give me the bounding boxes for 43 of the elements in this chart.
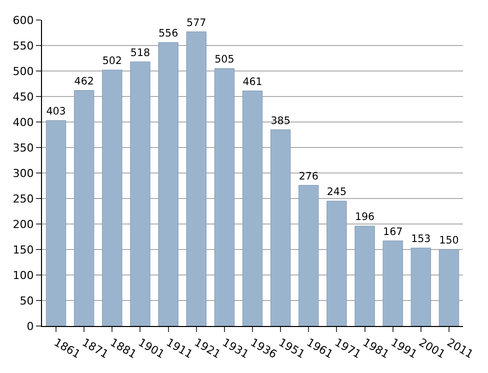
data-label: 556 <box>158 28 178 40</box>
y-tick-label: 300 <box>12 166 34 180</box>
bar <box>354 226 375 326</box>
data-label: 505 <box>214 54 234 66</box>
data-label: 153 <box>411 233 431 246</box>
data-label: 167 <box>383 226 403 238</box>
bar <box>410 248 431 326</box>
y-tick-label: 150 <box>12 243 34 256</box>
y-tick-label: 500 <box>12 64 34 78</box>
data-label: 502 <box>102 55 122 68</box>
bar <box>130 62 150 326</box>
data-label: 577 <box>186 16 206 29</box>
data-label: 462 <box>74 76 94 88</box>
bar <box>298 184 319 326</box>
bar <box>382 240 403 326</box>
bar <box>242 90 263 326</box>
data-label: 518 <box>130 47 150 60</box>
y-tick-label: 250 <box>12 192 34 206</box>
bar <box>102 70 122 326</box>
y-tick-label: 550 <box>12 39 34 52</box>
y-tick-label: 450 <box>12 90 34 104</box>
y-tick-label: 200 <box>12 218 34 231</box>
bar <box>158 42 178 326</box>
data-label: 276 <box>298 170 318 182</box>
data-label: 385 <box>270 114 290 127</box>
data-label: 245 <box>326 186 347 198</box>
bar <box>438 249 460 326</box>
data-label: 150 <box>439 234 459 247</box>
data-label: 196 <box>354 211 375 224</box>
bar <box>74 90 94 326</box>
y-tick-label: 0 <box>26 320 34 333</box>
y-tick-label: 100 <box>12 268 34 282</box>
data-label: 403 <box>46 106 66 118</box>
bar <box>46 120 66 326</box>
data-label: 461 <box>242 76 262 88</box>
y-tick-label: 350 <box>12 141 34 154</box>
bar <box>186 31 206 326</box>
bar <box>270 129 291 326</box>
y-tick-label: 400 <box>12 116 34 129</box>
y-tick-label: 50 <box>20 294 34 308</box>
y-tick-label: 600 <box>12 14 34 27</box>
bar <box>214 68 235 326</box>
bar <box>326 200 347 326</box>
